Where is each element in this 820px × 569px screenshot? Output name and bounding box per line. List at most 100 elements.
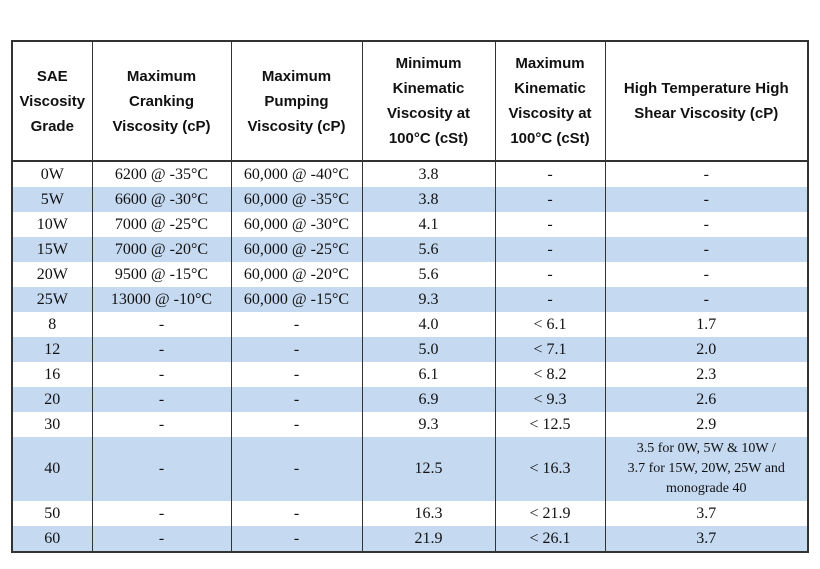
cell-max-kinematic-viscosity: < 6.1	[494, 312, 606, 337]
cell-min-kinematic-viscosity: 3.8	[361, 161, 496, 187]
cell-hths-viscosity: -	[604, 287, 809, 312]
table-row: 30- -9.3 < 12.5 2.9	[11, 412, 809, 437]
cell-hths-viscosity: 2.3	[604, 362, 809, 387]
cell-pumping-viscosity: -	[230, 312, 363, 337]
table-row: 20W 9500 @ -15°C 60,000 @ -20°C 5.6- -	[11, 262, 809, 287]
table-row: 8- -4.0 < 6.1 1.7	[11, 312, 809, 337]
cell-grade: 30	[11, 412, 93, 437]
table-row: 40- -12.5 < 16.3 3.5 for 0W, 5W & 10W / 3.7…	[11, 437, 809, 501]
cell-hths-viscosity: 2.0	[604, 337, 809, 362]
table-row: 12- -5.0 < 7.1 2.0	[11, 337, 809, 362]
header-max-pumping: Maximum Pumping Viscosity (cP)	[230, 40, 363, 162]
cell-max-kinematic-viscosity: < 7.1	[494, 337, 606, 362]
cell-pumping-viscosity: 60,000 @ -15°C	[230, 287, 363, 312]
table-row: 10W 7000 @ -25°C 60,000 @ -30°C 4.1- -	[11, 212, 809, 237]
cell-max-kinematic-viscosity: -	[494, 287, 606, 312]
cell-cranking-viscosity: 7000 @ -25°C	[91, 212, 232, 237]
cell-cranking-viscosity: -	[91, 362, 232, 387]
cell-grade: 40	[11, 437, 93, 501]
cell-min-kinematic-viscosity: 6.1	[361, 362, 496, 387]
cell-cranking-viscosity: -	[91, 412, 232, 437]
cell-hths-viscosity: 3.7	[604, 501, 809, 526]
cell-max-kinematic-viscosity: -	[494, 262, 606, 287]
table-row: 0W 6200 @ -35°C 60,000 @ -40°C 3.8- -	[11, 161, 809, 187]
table-row: 50- -16.3 < 21.9 3.7	[11, 501, 809, 526]
cell-cranking-viscosity: 7000 @ -20°C	[91, 237, 232, 262]
cell-max-kinematic-viscosity: < 12.5	[494, 412, 606, 437]
cell-min-kinematic-viscosity: 5.6	[361, 262, 496, 287]
cell-min-kinematic-viscosity: 3.8	[361, 187, 496, 212]
table-row: 20- -6.9 < 9.3 2.6	[11, 387, 809, 412]
cell-hths-viscosity: -	[604, 212, 809, 237]
cell-grade: 0W	[11, 161, 93, 187]
viscosity-table-container: SAE Viscosity Grade Maximum Cranking Vis…	[11, 40, 809, 553]
cell-pumping-viscosity: -	[230, 501, 363, 526]
cell-max-kinematic-viscosity: -	[494, 237, 606, 262]
cell-min-kinematic-viscosity: 21.9	[361, 526, 496, 553]
cell-max-kinematic-viscosity: < 26.1	[494, 526, 606, 553]
cell-pumping-viscosity: 60,000 @ -40°C	[230, 161, 363, 187]
cell-cranking-viscosity: -	[91, 437, 232, 501]
cell-max-kinematic-viscosity: -	[494, 187, 606, 212]
cell-hths-viscosity: 2.9	[604, 412, 809, 437]
cell-hths-viscosity: 1.7	[604, 312, 809, 337]
cell-hths-viscosity: -	[604, 262, 809, 287]
cell-pumping-viscosity: 60,000 @ -35°C	[230, 187, 363, 212]
cell-min-kinematic-viscosity: 5.0	[361, 337, 496, 362]
cell-grade: 16	[11, 362, 93, 387]
cell-grade: 60	[11, 526, 93, 553]
cell-min-kinematic-viscosity: 4.0	[361, 312, 496, 337]
cell-grade: 20	[11, 387, 93, 412]
cell-pumping-viscosity: -	[230, 337, 363, 362]
header-max-cranking: Maximum Cranking Viscosity (cP)	[91, 40, 232, 162]
cell-max-kinematic-viscosity: -	[494, 161, 606, 187]
cell-cranking-viscosity: -	[91, 501, 232, 526]
cell-min-kinematic-viscosity: 5.6	[361, 237, 496, 262]
cell-pumping-viscosity: -	[230, 526, 363, 553]
cell-grade: 20W	[11, 262, 93, 287]
cell-pumping-viscosity: 60,000 @ -30°C	[230, 212, 363, 237]
cell-max-kinematic-viscosity: < 9.3	[494, 387, 606, 412]
cell-hths-viscosity: 3.5 for 0W, 5W & 10W / 3.7 for 15W, 20W,…	[604, 437, 809, 501]
header-min-kinematic: Minimum Kinematic Viscosity at 100°C (cS…	[361, 40, 496, 162]
cell-hths-viscosity: 3.7	[604, 526, 809, 553]
header-row: SAE Viscosity Grade Maximum Cranking Vis…	[11, 40, 809, 162]
cell-min-kinematic-viscosity: 9.3	[361, 287, 496, 312]
cell-grade: 8	[11, 312, 93, 337]
cell-cranking-viscosity: -	[91, 526, 232, 553]
cell-cranking-viscosity: 13000 @ -10°C	[91, 287, 232, 312]
header-sae-grade: SAE Viscosity Grade	[11, 40, 93, 162]
cell-pumping-viscosity: -	[230, 412, 363, 437]
cell-grade: 50	[11, 501, 93, 526]
sae-viscosity-table: SAE Viscosity Grade Maximum Cranking Vis…	[11, 40, 809, 553]
cell-cranking-viscosity: 9500 @ -15°C	[91, 262, 232, 287]
table-row: 25W 13000 @ -10°C 60,000 @ -15°C 9.3- -	[11, 287, 809, 312]
table-row: 5W 6600 @ -30°C 60,000 @ -35°C 3.8- -	[11, 187, 809, 212]
table-row: 15W 7000 @ -20°C 60,000 @ -25°C 5.6- -	[11, 237, 809, 262]
cell-grade: 15W	[11, 237, 93, 262]
cell-hths-viscosity: -	[604, 187, 809, 212]
cell-pumping-viscosity: -	[230, 362, 363, 387]
cell-pumping-viscosity: -	[230, 387, 363, 412]
cell-pumping-viscosity: -	[230, 437, 363, 501]
cell-max-kinematic-viscosity: < 8.2	[494, 362, 606, 387]
cell-grade: 5W	[11, 187, 93, 212]
cell-min-kinematic-viscosity: 6.9	[361, 387, 496, 412]
cell-grade: 12	[11, 337, 93, 362]
cell-cranking-viscosity: -	[91, 312, 232, 337]
cell-grade: 25W	[11, 287, 93, 312]
cell-min-kinematic-viscosity: 4.1	[361, 212, 496, 237]
cell-min-kinematic-viscosity: 9.3	[361, 412, 496, 437]
cell-min-kinematic-viscosity: 12.5	[361, 437, 496, 501]
multiline-note: 3.5 for 0W, 5W & 10W / 3.7 for 15W, 20W,…	[627, 441, 785, 496]
cell-hths-viscosity: 2.6	[604, 387, 809, 412]
cell-cranking-viscosity: -	[91, 337, 232, 362]
cell-cranking-viscosity: 6200 @ -35°C	[91, 161, 232, 187]
cell-cranking-viscosity: 6600 @ -30°C	[91, 187, 232, 212]
table-row: 60- -21.9 < 26.1 3.7	[11, 526, 809, 553]
cell-cranking-viscosity: -	[91, 387, 232, 412]
cell-pumping-viscosity: 60,000 @ -25°C	[230, 237, 363, 262]
table-header: SAE Viscosity Grade Maximum Cranking Vis…	[11, 40, 809, 162]
cell-max-kinematic-viscosity: < 21.9	[494, 501, 606, 526]
cell-min-kinematic-viscosity: 16.3	[361, 501, 496, 526]
